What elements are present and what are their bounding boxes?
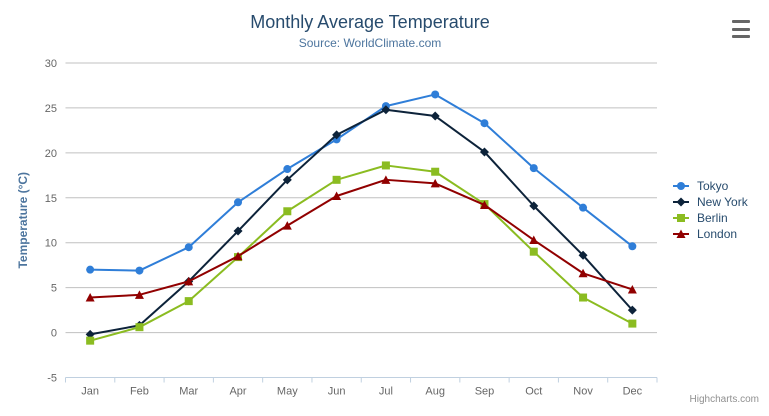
marker-london[interactable]	[529, 235, 539, 245]
marker-london[interactable]	[282, 221, 292, 230]
chart-title: Monthly Average Temperature	[250, 12, 490, 32]
marker-berlin[interactable]	[86, 336, 95, 345]
x-axis-label: Mar	[179, 386, 198, 398]
legend-item-berlin[interactable]: Berlin	[672, 210, 748, 226]
legend-label: Tokyo	[697, 179, 729, 193]
legend: Tokyo New York Berlin London	[672, 178, 748, 242]
y-axis-label: 15	[45, 193, 57, 205]
x-axis-label: Jul	[379, 386, 393, 398]
marker-london[interactable]	[134, 290, 144, 299]
marker-tokyo[interactable]	[480, 119, 489, 128]
marker-new-york[interactable]	[627, 305, 637, 315]
hamburger-icon	[732, 35, 750, 38]
marker-new-york[interactable]	[381, 105, 391, 115]
marker-berlin[interactable]	[184, 297, 193, 306]
y-axis-label: 25	[45, 103, 57, 115]
marker-tokyo[interactable]	[628, 242, 637, 251]
series-line-berlin[interactable]	[89, 164, 634, 342]
x-axis-label: Apr	[229, 386, 246, 398]
x-axis-label: Feb	[130, 386, 149, 398]
legend-item-tokyo[interactable]: Tokyo	[672, 178, 748, 194]
legend-label: London	[697, 227, 738, 241]
marker-tokyo[interactable]	[431, 90, 440, 99]
marker-london[interactable]	[627, 284, 637, 294]
y-axis-label: 10	[45, 238, 57, 250]
series-line-new-york[interactable]	[89, 108, 634, 336]
marker-new-york[interactable]	[479, 147, 489, 157]
legend-marker-diamond-icon	[673, 197, 689, 207]
x-axis-label: Jun	[328, 386, 346, 398]
marker-berlin[interactable]	[529, 247, 538, 256]
marker-tokyo[interactable]	[135, 266, 144, 275]
x-axis-label: Nov	[573, 386, 593, 398]
marker-new-york[interactable]	[332, 130, 342, 140]
legend-marker-square-icon	[673, 214, 689, 222]
hamburger-icon	[732, 27, 750, 31]
x-axis-label: Sep	[475, 386, 495, 398]
x-axis-label: Oct	[525, 386, 542, 398]
x-axis-label: Jan	[81, 386, 99, 398]
x-axis-label: Aug	[425, 386, 445, 398]
x-axis-label: May	[277, 386, 298, 398]
marker-tokyo[interactable]	[579, 203, 588, 212]
marker-london[interactable]	[332, 191, 342, 200]
y-axis-label: -5	[47, 373, 57, 385]
series-line-london[interactable]	[89, 178, 634, 299]
marker-london[interactable]	[184, 276, 194, 286]
legend-label: New York	[697, 195, 748, 209]
marker-tokyo[interactable]	[86, 265, 95, 274]
legend-symbol	[676, 197, 686, 207]
series-line-tokyo[interactable]	[89, 93, 634, 272]
x-axis-label: Dec	[623, 386, 643, 398]
marker-new-york[interactable]	[430, 111, 440, 121]
marker-berlin[interactable]	[283, 207, 292, 216]
legend-item-new-york[interactable]: New York	[672, 194, 748, 210]
legend-item-london[interactable]: London	[672, 226, 748, 242]
legend-symbol	[677, 182, 685, 190]
marker-berlin[interactable]	[579, 293, 588, 302]
marker-new-york[interactable]	[85, 329, 95, 339]
marker-tokyo[interactable]	[283, 165, 292, 174]
marker-london[interactable]	[233, 251, 243, 261]
y-axis-title: Temperature (°C)	[16, 172, 30, 269]
marker-london[interactable]	[578, 268, 588, 278]
legend-marker-circle-icon	[673, 182, 689, 190]
marker-berlin[interactable]	[628, 319, 637, 328]
marker-london[interactable]	[430, 178, 440, 188]
marker-london[interactable]	[479, 200, 489, 209]
legend-marker-triangle-icon	[673, 229, 689, 238]
hamburger-icon	[732, 20, 750, 23]
marker-tokyo[interactable]	[184, 243, 193, 252]
y-axis-label: 20	[45, 148, 57, 160]
marker-berlin[interactable]	[381, 161, 390, 170]
export-menu-button[interactable]	[730, 18, 754, 40]
marker-new-york[interactable]	[282, 175, 292, 185]
marker-tokyo[interactable]	[529, 164, 538, 173]
marker-london[interactable]	[85, 293, 95, 302]
y-axis-label: 0	[51, 328, 57, 340]
marker-new-york[interactable]	[529, 201, 539, 211]
y-axis-label: 5	[51, 283, 57, 295]
legend-label: Berlin	[697, 211, 728, 225]
legend-symbol	[676, 229, 686, 238]
chart-subtitle: Source: WorldClimate.com	[298, 36, 442, 50]
marker-berlin[interactable]	[135, 323, 144, 332]
marker-london[interactable]	[381, 175, 391, 184]
credits-link[interactable]: Highcharts.com	[689, 394, 759, 405]
y-axis-label: 30	[45, 58, 57, 70]
marker-new-york[interactable]	[578, 250, 588, 260]
legend-symbol	[677, 214, 685, 222]
marker-berlin[interactable]	[431, 167, 440, 176]
marker-tokyo[interactable]	[234, 198, 243, 207]
marker-new-york[interactable]	[233, 226, 243, 236]
marker-berlin[interactable]	[332, 175, 341, 184]
